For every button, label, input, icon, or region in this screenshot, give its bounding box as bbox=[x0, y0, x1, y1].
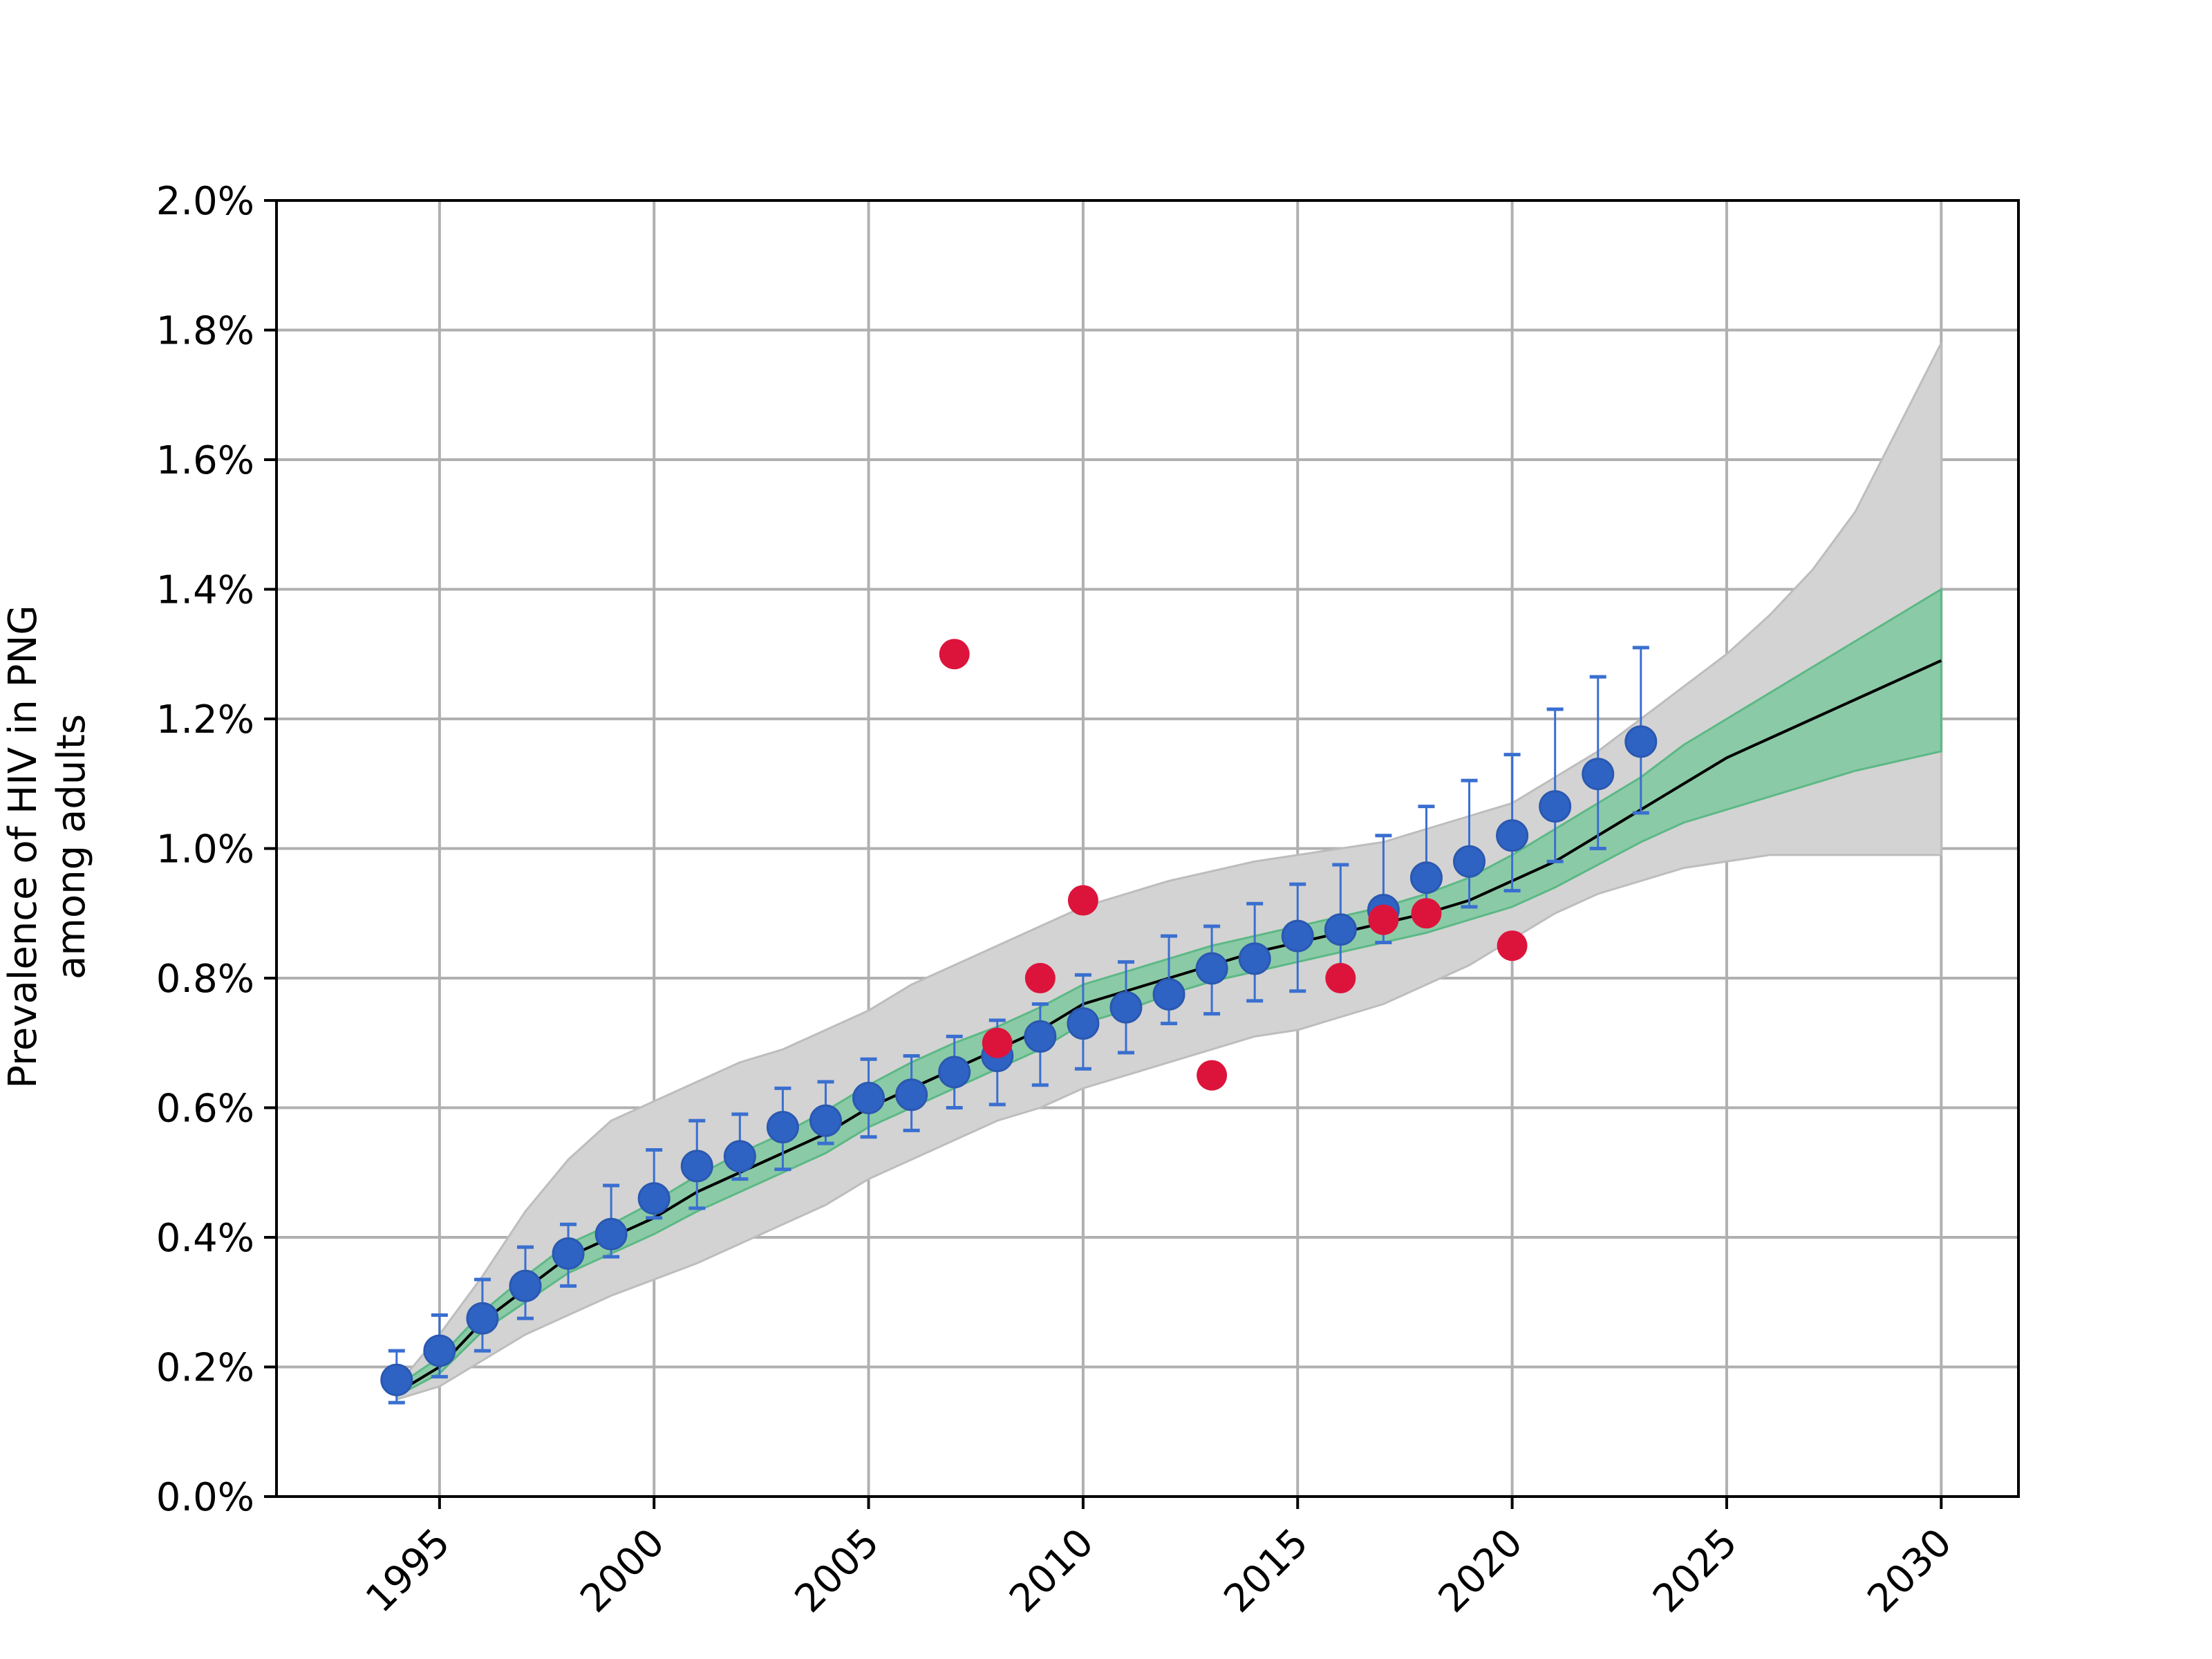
blue-point-1999 bbox=[594, 1217, 628, 1250]
y-axis-title-line-1: Prevalence of HIV in PNG bbox=[1, 605, 46, 1088]
red-point-2020 bbox=[1497, 930, 1528, 962]
red-point-2009 bbox=[1024, 963, 1056, 993]
blue-point-2011 bbox=[1109, 991, 1143, 1024]
blue-point-2009 bbox=[1024, 1020, 1057, 1053]
y-tick-label-1: 0.2% bbox=[156, 1346, 254, 1391]
blue-point-2019 bbox=[1453, 845, 1486, 878]
blue-point-2003 bbox=[766, 1111, 799, 1144]
red-point-2010 bbox=[1067, 885, 1098, 916]
blue-point-1996 bbox=[466, 1302, 499, 1335]
red-point-2018 bbox=[1411, 898, 1442, 929]
points bbox=[380, 639, 1658, 1396]
red-point-2013 bbox=[1197, 1060, 1228, 1091]
blue-point-1997 bbox=[509, 1269, 542, 1302]
blue-point-2014 bbox=[1238, 942, 1271, 975]
blue-point-2000 bbox=[637, 1182, 671, 1215]
y-axis-title-line-2: among adults bbox=[49, 714, 94, 980]
axes bbox=[264, 199, 2020, 1509]
blue-point-2023 bbox=[1624, 725, 1658, 758]
y-tick-label-6: 1.2% bbox=[156, 697, 254, 742]
blue-point-2006 bbox=[895, 1078, 928, 1112]
y-tick-label-10: 2.0% bbox=[156, 179, 254, 224]
blue-point-2015 bbox=[1281, 919, 1314, 953]
y-tick-label-8: 1.6% bbox=[156, 438, 254, 483]
blue-point-2020 bbox=[1496, 819, 1529, 852]
red-point-2016 bbox=[1325, 963, 1356, 993]
blue-point-2018 bbox=[1409, 861, 1443, 894]
red-point-2017 bbox=[1368, 904, 1399, 935]
blue-point-2005 bbox=[852, 1081, 885, 1114]
y-tick-label-9: 1.8% bbox=[156, 309, 254, 354]
y-tick-label-0: 0.0% bbox=[156, 1475, 254, 1520]
blue-point-2021 bbox=[1539, 790, 1572, 823]
blue-point-2012 bbox=[1152, 977, 1185, 1011]
y-tick-label-4: 0.8% bbox=[156, 957, 254, 1002]
blue-point-1994 bbox=[380, 1363, 413, 1396]
blue-point-1995 bbox=[423, 1334, 456, 1367]
blue-point-2007 bbox=[938, 1056, 971, 1089]
blue-point-2010 bbox=[1067, 1007, 1100, 1040]
blue-point-2004 bbox=[809, 1104, 842, 1137]
red-point-2007 bbox=[939, 639, 970, 670]
blue-point-2016 bbox=[1324, 913, 1357, 946]
red-point-2008 bbox=[982, 1027, 1013, 1058]
blue-point-2002 bbox=[723, 1140, 756, 1173]
blue-point-2022 bbox=[1582, 758, 1615, 791]
blue-point-2001 bbox=[680, 1150, 713, 1183]
y-tick-label-3: 0.6% bbox=[156, 1087, 254, 1132]
y-tick-label-5: 1.0% bbox=[156, 827, 254, 872]
blue-point-1998 bbox=[552, 1237, 585, 1270]
y-tick-label-2: 0.4% bbox=[156, 1216, 254, 1261]
blue-point-2013 bbox=[1195, 952, 1228, 985]
y-tick-label-7: 1.4% bbox=[156, 568, 254, 613]
